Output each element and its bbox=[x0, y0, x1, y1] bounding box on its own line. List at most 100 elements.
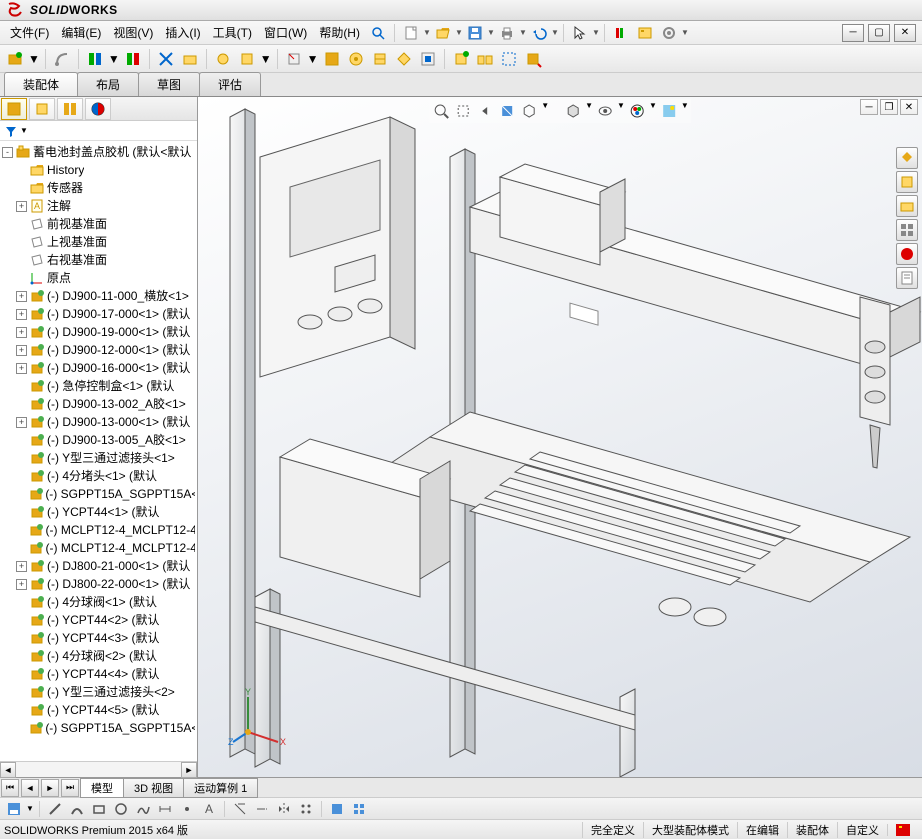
tool-btn[interactable] bbox=[236, 48, 258, 70]
menu-tools[interactable]: 工具(T) bbox=[207, 22, 258, 43]
tree-row[interactable]: +(-) DJ800-22-000<1> (默认 bbox=[0, 575, 197, 593]
expand-icon[interactable]: + bbox=[16, 309, 27, 320]
dropdown-icon[interactable]: ▼ bbox=[260, 52, 272, 66]
tree-row[interactable]: (-) YCPT44<5> (默认 bbox=[0, 701, 197, 719]
dropdown-icon[interactable]: ▼ bbox=[455, 28, 463, 37]
dropdown-icon[interactable]: ▼ bbox=[108, 52, 120, 66]
tool-btn[interactable] bbox=[345, 48, 367, 70]
menu-help[interactable]: 帮助(H) bbox=[313, 22, 366, 43]
tree-row[interactable]: (-) MCLPT12-4_MCLPT12-4< bbox=[0, 539, 197, 557]
orientation-triad[interactable]: X Y Z bbox=[228, 687, 288, 747]
tree-row[interactable]: (-) YCPT44<3> (默认 bbox=[0, 629, 197, 647]
tree-row[interactable]: +(-) DJ900-19-000<1> (默认 bbox=[0, 323, 197, 341]
property-tab-icon[interactable] bbox=[29, 98, 55, 120]
tab-nav-prev-icon[interactable]: ◄ bbox=[21, 779, 39, 797]
expand-icon[interactable]: + bbox=[16, 291, 27, 302]
dropdown-icon[interactable]: ▼ bbox=[20, 126, 28, 135]
sketch-text-icon[interactable]: A bbox=[199, 800, 219, 818]
tab-nav-first-icon[interactable]: ⏮ bbox=[1, 779, 19, 797]
menu-view[interactable]: 视图(V) bbox=[107, 22, 159, 43]
rebuild-icon[interactable] bbox=[610, 23, 632, 43]
sketch-spline-icon[interactable] bbox=[133, 800, 153, 818]
close-button[interactable]: ✕ bbox=[894, 24, 916, 42]
tree-row[interactable]: History bbox=[0, 161, 197, 179]
tree-row[interactable]: +(-) DJ900-11-000_横放<1> bbox=[0, 287, 197, 305]
menu-insert[interactable]: 插入(I) bbox=[159, 22, 206, 43]
expand-icon[interactable]: + bbox=[16, 327, 27, 338]
settings-icon[interactable] bbox=[658, 23, 680, 43]
tree-row[interactable]: +(-) DJ900-12-000<1> (默认 bbox=[0, 341, 197, 359]
sketch-arc-icon[interactable] bbox=[67, 800, 87, 818]
dropdown-icon[interactable]: ▼ bbox=[519, 28, 527, 37]
open-icon[interactable] bbox=[432, 23, 454, 43]
tree-row[interactable]: (-) YCPT44<2> (默认 bbox=[0, 611, 197, 629]
tree-row[interactable]: 原点 bbox=[0, 269, 197, 287]
3d-viewport[interactable]: ▼ ▼ ▼ ▼ ▼ ─ ❐ ✕ bbox=[198, 97, 922, 777]
select-icon[interactable] bbox=[569, 23, 591, 43]
tree-row[interactable]: 上视基准面 bbox=[0, 233, 197, 251]
tree-row[interactable]: 传感器 bbox=[0, 179, 197, 197]
tool-btn[interactable] bbox=[417, 48, 439, 70]
save-icon[interactable] bbox=[464, 23, 486, 43]
expand-icon[interactable]: + bbox=[16, 417, 27, 428]
tree-row[interactable]: -蓄电池封盖点胶机 (默认<默认 bbox=[0, 143, 197, 161]
tab-layout[interactable]: 布局 bbox=[77, 72, 139, 96]
config-tab-icon[interactable] bbox=[57, 98, 83, 120]
dropdown-icon[interactable]: ▼ bbox=[307, 52, 319, 66]
sketch-rect-icon[interactable] bbox=[89, 800, 109, 818]
tree-row[interactable]: +A注解 bbox=[0, 197, 197, 215]
tool-btn[interactable] bbox=[522, 48, 544, 70]
tool-btn[interactable] bbox=[122, 48, 144, 70]
tree-row[interactable]: (-) YCPT44<4> (默认 bbox=[0, 665, 197, 683]
expand-icon[interactable]: + bbox=[16, 579, 27, 590]
menu-file[interactable]: 文件(F) bbox=[4, 22, 55, 43]
tree-row[interactable]: +(-) DJ900-13-000<1> (默认 bbox=[0, 413, 197, 431]
tool-btn[interactable] bbox=[369, 48, 391, 70]
tree-row[interactable]: (-) Y型三通过滤接头<2> bbox=[0, 683, 197, 701]
tab-nav-last-icon[interactable]: ⏭ bbox=[61, 779, 79, 797]
feature-tree-tab-icon[interactable] bbox=[1, 98, 27, 120]
appearance-tab-icon[interactable] bbox=[85, 98, 111, 120]
tab-evaluate[interactable]: 评估 bbox=[199, 72, 261, 96]
tree-row[interactable]: +(-) DJ800-21-000<1> (默认 bbox=[0, 557, 197, 575]
h-scrollbar[interactable]: ◄ ► bbox=[0, 761, 197, 777]
tree-row[interactable]: (-) YCPT44<1> (默认 bbox=[0, 503, 197, 521]
menu-edit[interactable]: 编辑(E) bbox=[55, 22, 107, 43]
filter-icon[interactable] bbox=[4, 124, 18, 138]
tool-btn[interactable] bbox=[212, 48, 234, 70]
mirror-icon[interactable] bbox=[274, 800, 294, 818]
dimension-icon[interactable] bbox=[155, 800, 175, 818]
dropdown-icon[interactable]: ▼ bbox=[681, 28, 689, 37]
dropdown-icon[interactable]: ▼ bbox=[423, 28, 431, 37]
dropdown-icon[interactable]: ▼ bbox=[551, 28, 559, 37]
tree-row[interactable]: (-) DJ900-13-002_A胶<1> bbox=[0, 395, 197, 413]
status-flag-icon[interactable] bbox=[887, 824, 918, 836]
tool-btn[interactable] bbox=[393, 48, 415, 70]
save-icon[interactable] bbox=[4, 800, 24, 818]
tree-row[interactable]: (-) SGPPT15A_SGPPT15A<1 bbox=[0, 485, 197, 503]
undo-icon[interactable] bbox=[528, 23, 550, 43]
dropdown-icon[interactable]: ▼ bbox=[28, 52, 40, 66]
sketch-circle-icon[interactable] bbox=[111, 800, 131, 818]
expand-icon[interactable]: + bbox=[16, 345, 27, 356]
options-icon[interactable] bbox=[634, 23, 656, 43]
scroll-right-icon[interactable]: ► bbox=[181, 762, 197, 778]
tree-row[interactable]: (-) 4分堵头<1> (默认 bbox=[0, 467, 197, 485]
dropdown-icon[interactable]: ▼ bbox=[592, 28, 600, 37]
tree-row[interactable]: +(-) DJ900-17-000<1> (默认 bbox=[0, 305, 197, 323]
dropdown-icon[interactable]: ▼ bbox=[487, 28, 495, 37]
trim-icon[interactable] bbox=[230, 800, 250, 818]
collapse-icon[interactable]: - bbox=[2, 147, 13, 158]
tool-btn[interactable] bbox=[498, 48, 520, 70]
minimize-button[interactable]: ─ bbox=[842, 24, 864, 42]
sketch-point-icon[interactable] bbox=[177, 800, 197, 818]
new-doc-icon[interactable] bbox=[400, 23, 422, 43]
tab-nav-next-icon[interactable]: ► bbox=[41, 779, 59, 797]
print-icon[interactable] bbox=[496, 23, 518, 43]
tree-row[interactable]: (-) 急停控制盒<1> (默认 bbox=[0, 377, 197, 395]
search-icon[interactable] bbox=[367, 23, 389, 43]
tool-btn[interactable] bbox=[450, 48, 472, 70]
sketch-line-icon[interactable] bbox=[45, 800, 65, 818]
tool-btn[interactable] bbox=[321, 48, 343, 70]
tree-row[interactable]: 右视基准面 bbox=[0, 251, 197, 269]
